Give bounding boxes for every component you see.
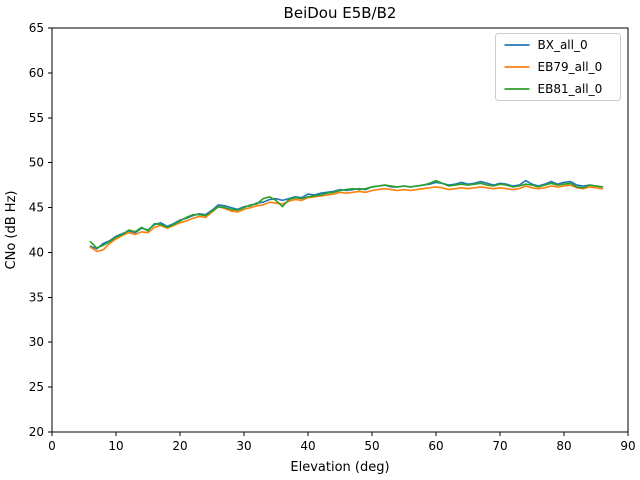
y-axis-label: CNo (dB Hz)	[4, 191, 19, 270]
legend: BX_all_0 EB79_all_0 EB81_all_0	[495, 33, 621, 101]
legend-item-label: EB81_all_0	[538, 82, 603, 96]
y-tick-label: 50	[29, 156, 44, 170]
y-axis-ticks: 20 25 30 35 40 45 50 55 60 65	[29, 21, 52, 439]
data-series	[89, 179, 604, 253]
x-tick-label: 90	[620, 439, 635, 453]
chart-title: BeiDou E5B/B2	[284, 4, 397, 22]
legend-frame	[495, 33, 621, 101]
x-tick-label: 10	[108, 439, 123, 453]
y-tick-label: 35	[29, 290, 44, 304]
x-axis-label: Elevation (deg)	[290, 460, 389, 475]
x-tick-label: 40	[300, 439, 315, 453]
x-axis-ticks: 0 10 20 30 40 50 60 70 80 90	[48, 432, 636, 453]
series-line-EB79_all_0	[89, 184, 604, 253]
plot-area-border	[51, 27, 629, 433]
y-tick-label: 55	[29, 111, 44, 125]
x-tick-label: 60	[428, 439, 443, 453]
x-tick-label: 0	[48, 439, 56, 453]
y-tick-label: 25	[29, 380, 44, 394]
series-line-EB81_all_0	[89, 179, 604, 249]
x-tick-label: 50	[364, 439, 379, 453]
x-tick-label: 20	[172, 439, 187, 453]
y-tick-label: 45	[29, 201, 44, 215]
x-tick-label: 70	[492, 439, 507, 453]
y-tick-label: 20	[29, 425, 44, 439]
y-tick-label: 40	[29, 245, 44, 259]
legend-item-label: BX_all_0	[538, 38, 588, 52]
y-tick-label: 65	[29, 21, 44, 35]
legend-item-label: EB79_all_0	[538, 60, 603, 74]
y-tick-label: 60	[29, 66, 44, 80]
x-tick-label: 80	[556, 439, 571, 453]
series-line-BX_all_0	[89, 179, 604, 250]
x-tick-label: 30	[236, 439, 251, 453]
y-tick-label: 30	[29, 335, 44, 349]
